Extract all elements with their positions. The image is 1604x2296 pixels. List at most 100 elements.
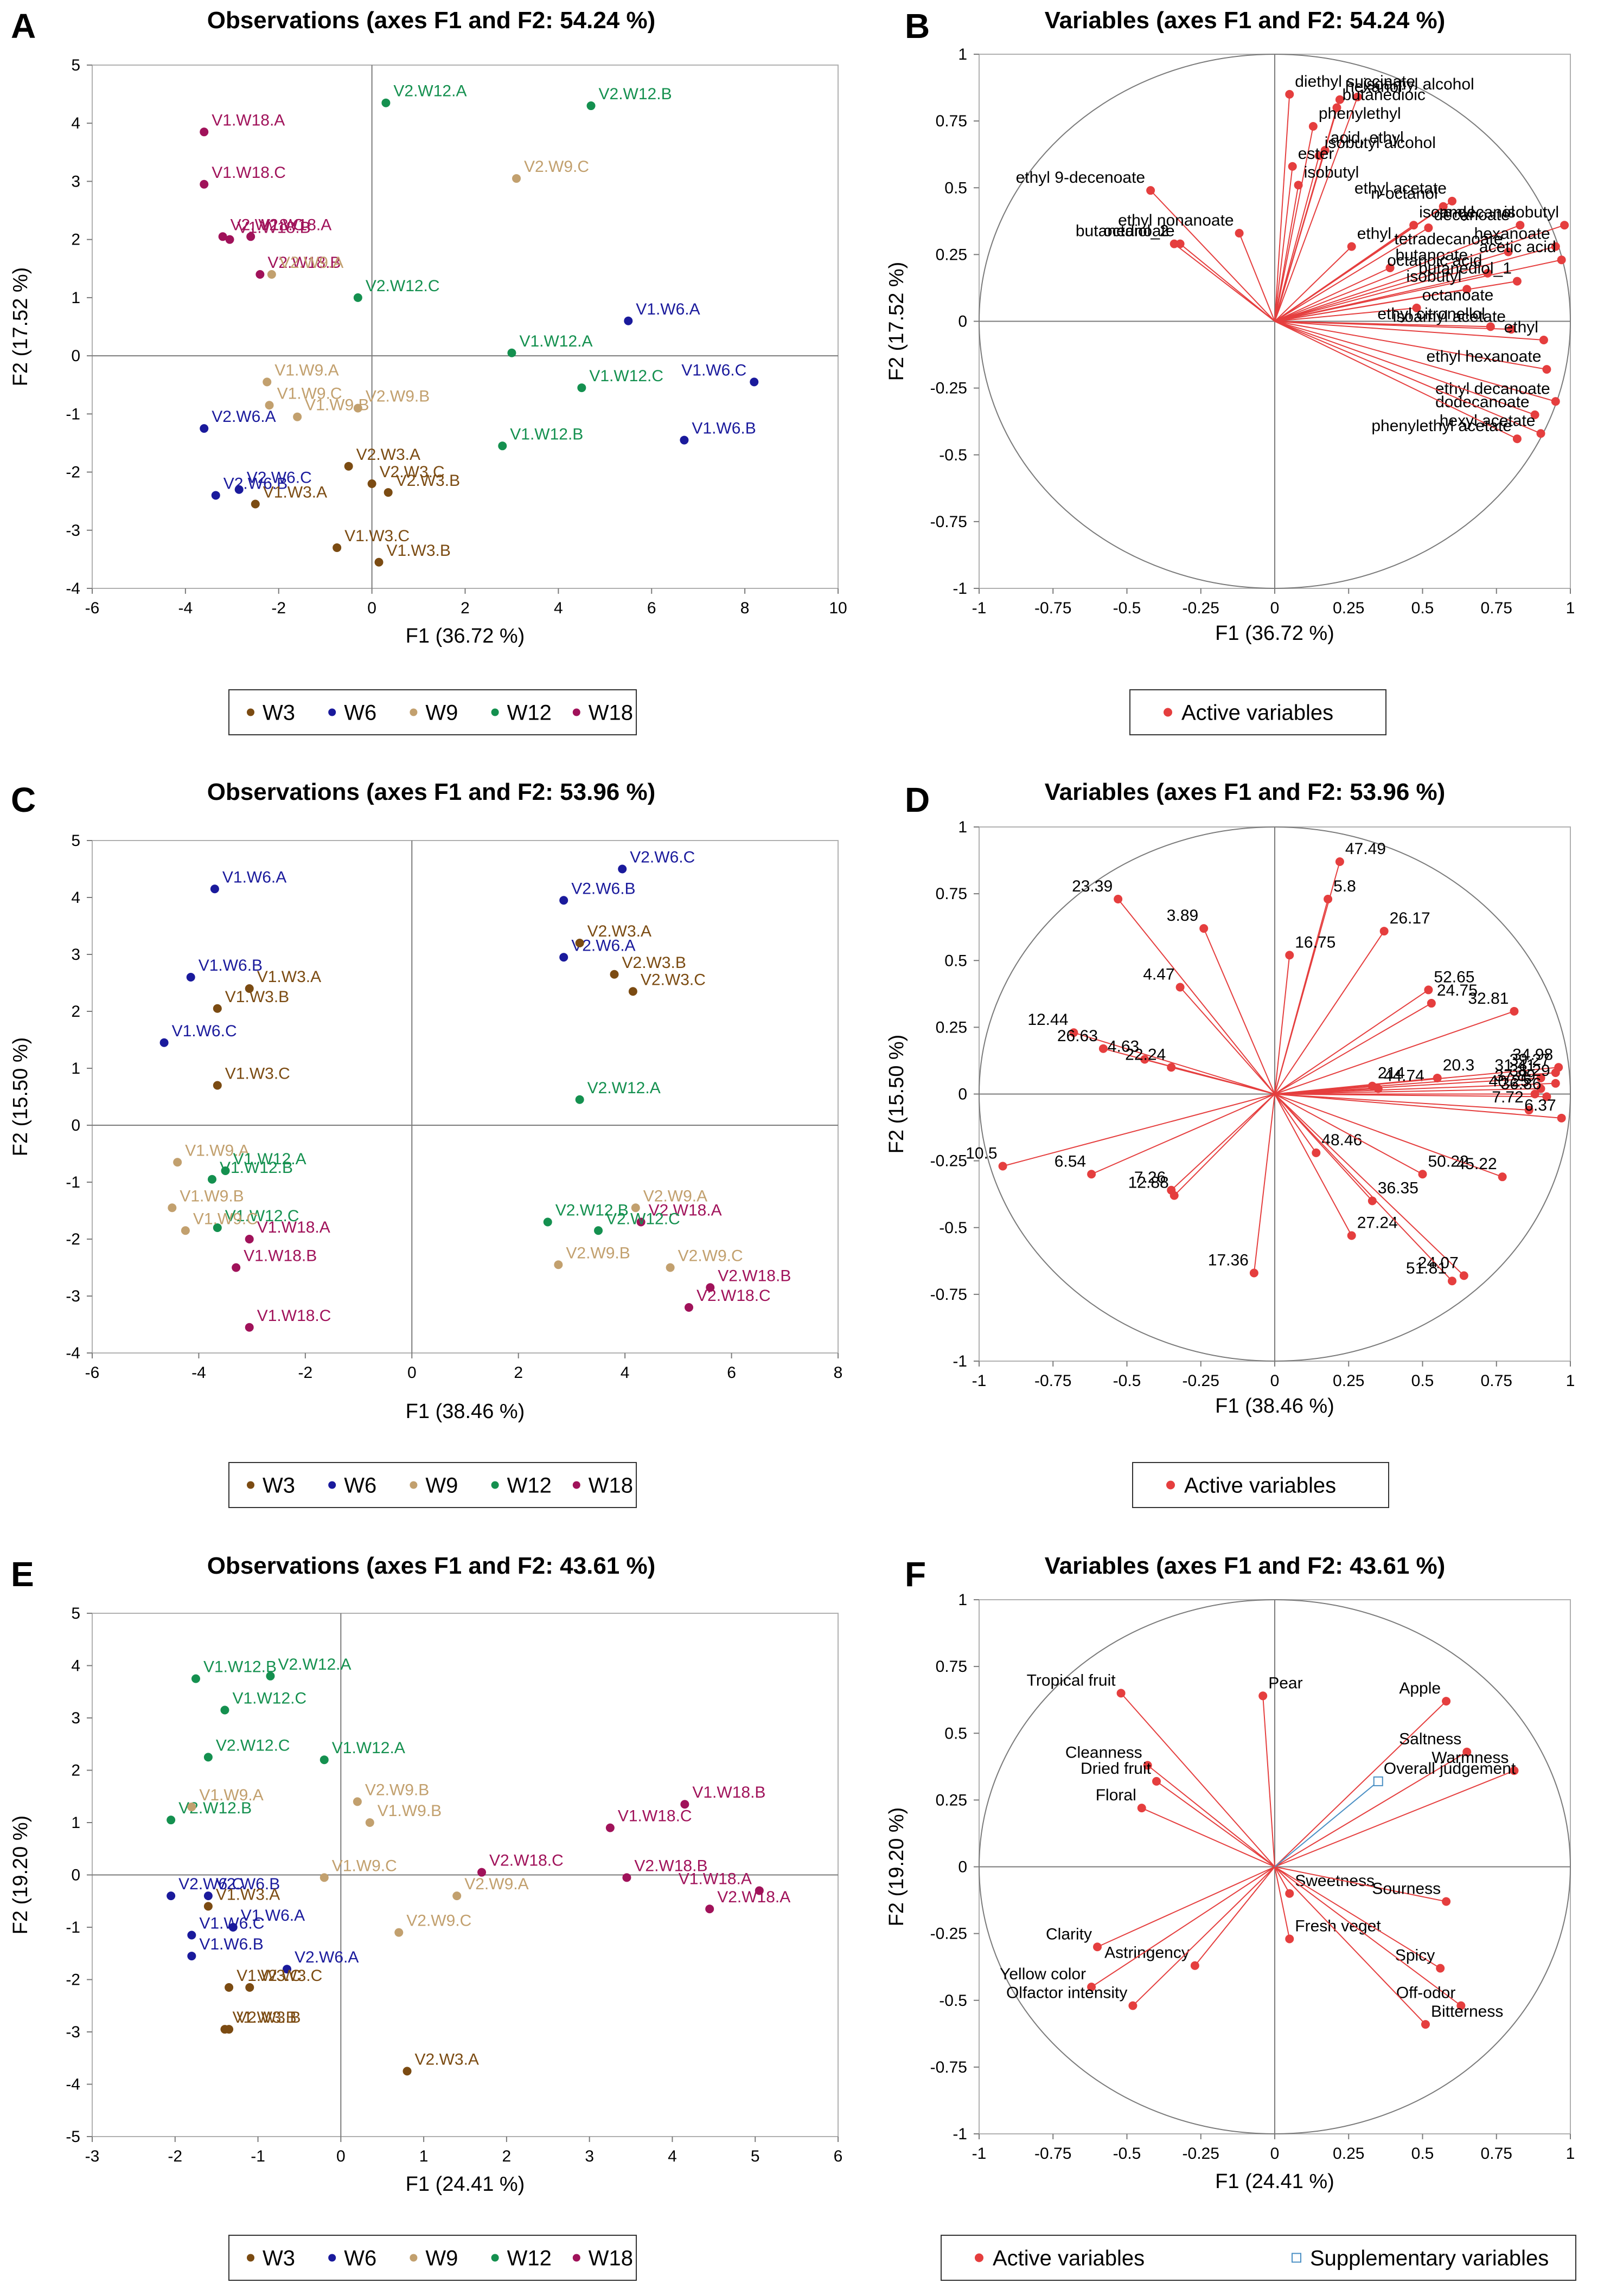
y-tick-label: 3 [71,1709,80,1727]
variable-label: n-octanol [1371,185,1437,203]
y-tick-label: -4 [66,1344,80,1362]
x-tick-label: -6 [85,1364,100,1382]
point-label: V2.W9.B [365,1781,429,1799]
loading-vector [1171,1093,1275,1191]
loading-vector [1274,955,1290,1094]
y-tick-label: -4 [66,580,80,598]
point-label: V1.W3.A [216,1885,280,1903]
legend-label: W6 [344,1474,376,1498]
data-point [750,377,759,387]
loading-vector [1091,1866,1275,1987]
data-point [319,1755,329,1765]
point-label: V2.W18.A [649,1202,722,1220]
y-tick-label: 0 [958,313,967,331]
variable-label: ethyl acetate [1354,179,1447,197]
data-point [246,232,255,241]
legend-box [1129,689,1386,735]
data-point [225,1983,234,1992]
variable-label: 16.75 [1295,933,1335,951]
loading-vector [1274,1094,1352,1236]
variable-label: 22.24 [1125,1046,1166,1063]
variable-label: Astringency [1104,1944,1190,1962]
data-point [1312,1148,1321,1157]
legend-marker [975,2253,983,2262]
data-point [1308,121,1318,131]
loading-vector [1203,928,1275,1094]
data-point [191,1674,200,1683]
data-point [374,557,384,567]
data-point [1152,1776,1161,1786]
data-point [267,270,276,279]
y-tick-label: 1 [71,1060,80,1078]
loading-vector [1274,267,1390,322]
variable-label: ethyl [1357,225,1391,243]
point-label: V1.W3.B [225,988,289,1006]
loading-vector [1194,1866,1275,1966]
data-point [1114,894,1123,903]
data-point [210,884,219,894]
variable-label: Overall judgement [1384,1760,1516,1778]
loading-vector [1274,989,1429,1095]
loading-vector [1274,1770,1514,1868]
point-label: V2.W9.B [566,1244,630,1262]
y-axis-label: F2 (19.20 %) [9,1816,32,1935]
x-tick-label: 0.75 [1481,2145,1512,2163]
x-tick-label: 2 [461,599,470,617]
loading-vector [1173,1093,1275,1196]
point-label: V1.W18.C [618,1807,692,1825]
variable-label: butanedioic [1342,86,1425,104]
data-point [605,1823,615,1832]
x-tick-label: 0.75 [1481,599,1512,617]
loading-vector [1091,1093,1275,1175]
legend-marker [328,1481,336,1489]
x-tick-label: 2 [502,2147,512,2165]
loading-vector [1179,243,1275,322]
data-point [1409,221,1418,230]
variable-label: ester [1298,145,1334,163]
data-point [225,235,234,244]
loading-vector [1171,1067,1275,1095]
data-point [245,1983,254,1992]
y-tick-label: 4 [71,1657,80,1675]
data-point [1335,857,1344,867]
data-point [381,98,391,107]
data-point [1448,1277,1456,1286]
y-axis-label: F2 (19.20 %) [885,1807,908,1927]
y-tick-label: -0.5 [939,1219,967,1237]
variable-label: 3.89 [1167,907,1198,925]
data-point [1412,303,1421,312]
panel-label: B [905,7,930,46]
loading-vector [1274,155,1320,322]
point-label: V2.W12.A [393,82,466,100]
x-tick-label: -1 [251,2147,265,2165]
y-tick-label: -0.75 [930,2058,967,2076]
loading-vector [1274,1093,1529,1111]
variable-label: hexanol [1345,78,1402,96]
loading-vector [1274,1701,1447,1868]
legend-marker [1166,1480,1175,1490]
variable-label: Clarity [1046,1925,1092,1943]
data-point [394,1928,404,1937]
legend-label: W9 [425,2247,458,2271]
loading-vector [1274,1866,1461,2006]
data-point [1510,1766,1519,1775]
y-tick-label: -2 [66,464,80,482]
x-tick-label: 1 [1566,1372,1575,1390]
data-point [705,1904,714,1914]
panel-f: F Variables (axes F1 and F2: 43.61 %) -1 -0… [885,1553,1576,2281]
data-point [402,2067,412,2076]
data-point [1335,95,1344,104]
x-tick-label: -3 [85,2147,100,2165]
point-label: V2.W3.A [356,446,420,464]
data-point [319,1873,329,1882]
data-point [168,1203,177,1213]
x-tick-label: 0.75 [1481,1372,1512,1390]
y-tick-label: 0.75 [936,112,967,130]
point-label: V2.W6.B [223,474,287,492]
data-point [1385,264,1395,272]
variable-label: 39.27 [1510,1051,1550,1069]
loading-vector [1147,1765,1275,1868]
loading-vector [1274,225,1414,322]
data-point [1143,1761,1152,1770]
point-label: V2.W6.B [216,1875,280,1893]
